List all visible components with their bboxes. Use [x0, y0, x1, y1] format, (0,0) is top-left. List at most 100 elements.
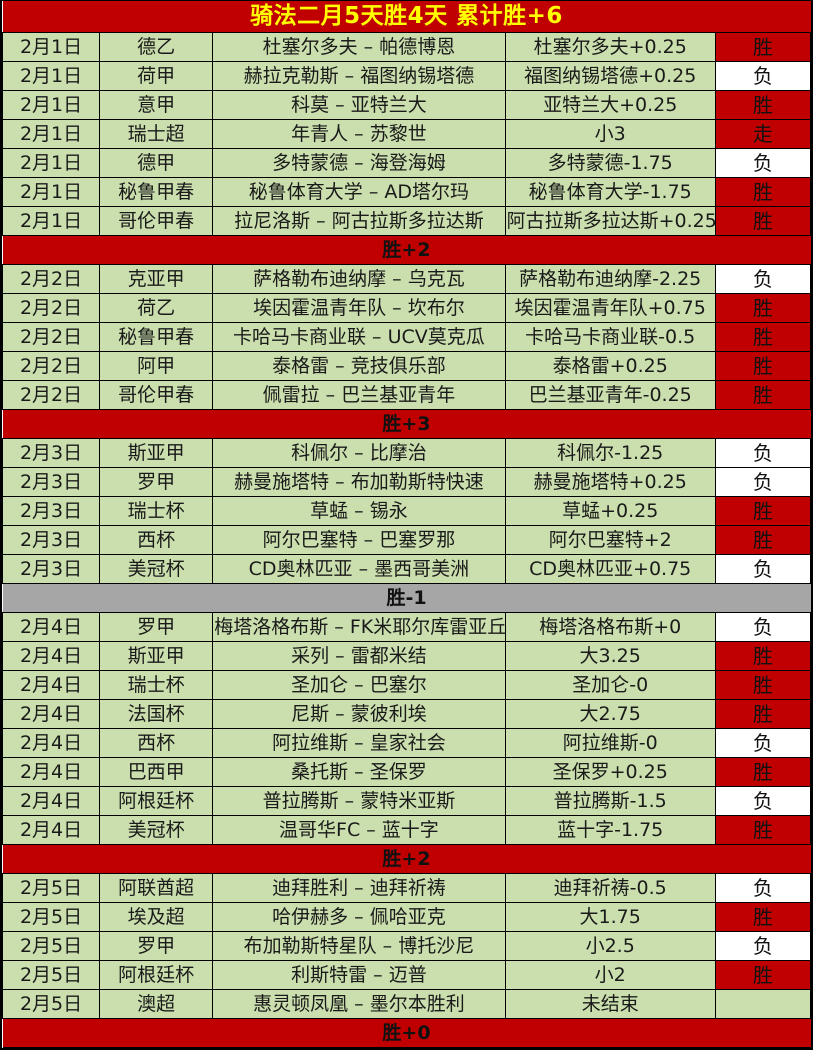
- cell-date: 2月1日: [1, 148, 101, 178]
- cell-date: 2月2日: [1, 264, 101, 294]
- table-row: 2月3日 罗甲 赫曼施塔特 – 布加勒斯特快速 赫曼施塔特+0.25 负: [1, 467, 812, 497]
- cell-match: 多特蒙德 – 海登海姆: [212, 148, 506, 178]
- cell-match: 利斯特雷 – 迈普: [212, 960, 506, 990]
- cell-result: 胜: [714, 206, 812, 236]
- cell-match: 布加勒斯特星队 – 博托沙尼: [212, 931, 506, 961]
- cell-league: 阿甲: [99, 351, 214, 381]
- cell-result: [714, 989, 812, 1019]
- cell-date: 2月4日: [1, 757, 101, 787]
- cell-result: 胜: [714, 815, 812, 845]
- cell-match: 年青人 – 苏黎世: [212, 119, 506, 149]
- table-row: 2月5日 罗甲 布加勒斯特星队 – 博托沙尼 小2.5 负: [1, 931, 812, 961]
- cell-date: 2月4日: [1, 728, 101, 758]
- cell-pick: 小2.5: [504, 931, 716, 961]
- cell-result: 胜: [714, 496, 812, 526]
- cell-pick: 福图纳锡塔德+0.25: [504, 61, 716, 91]
- cell-result: 胜: [714, 902, 812, 932]
- cell-league: 罗甲: [99, 467, 214, 497]
- cell-league: 荷甲: [99, 61, 214, 91]
- cell-pick: 秘鲁体育大学-1.75: [504, 177, 716, 207]
- cell-pick: 卡哈马卡商业联-0.5: [504, 322, 716, 352]
- cell-pick: 大2.75: [504, 699, 716, 729]
- table-row: 2月2日 秘鲁甲春 卡哈马卡商业联 – UCV莫克瓜 卡哈马卡商业联-0.5 胜: [1, 322, 812, 352]
- table-row: 2月4日 斯亚甲 采列 – 雷都米结 大3.25 胜: [1, 641, 812, 671]
- cell-pick: 小3: [504, 119, 716, 149]
- cell-pick: 杜塞尔多夫+0.25: [504, 32, 716, 62]
- cell-match: 拉尼洛斯 – 阿古拉斯多拉达斯: [212, 206, 506, 236]
- table-row: 2月4日 瑞士杯 圣加仑 – 巴塞尔 圣加仑-0 胜: [1, 670, 812, 700]
- cell-date: 2月5日: [1, 931, 101, 961]
- cell-match: 惠灵顿凤凰 – 墨尔本胜利: [212, 989, 506, 1019]
- cell-date: 2月4日: [1, 670, 101, 700]
- cell-pick: 埃因霍温青年队+0.75: [504, 293, 716, 323]
- cell-match: 萨格勒布迪纳摩 – 乌克瓦: [212, 264, 506, 294]
- cell-league: 克亚甲: [99, 264, 214, 294]
- cell-league: 瑞士杯: [99, 670, 214, 700]
- day-summary-label: 胜+2: [2, 844, 811, 874]
- cell-date: 2月4日: [1, 786, 101, 816]
- table-row: 2月4日 罗甲 梅塔洛格布斯 – FK米耶尔库雷亚丘克 梅塔洛格布斯+0 负: [1, 612, 812, 642]
- cell-result: 负: [714, 612, 812, 642]
- cell-result: 负: [714, 931, 812, 961]
- cell-pick: 大1.75: [504, 902, 716, 932]
- cell-result: 胜: [714, 960, 812, 990]
- cell-pick: 阿古拉斯多拉达斯+0.25: [504, 206, 716, 236]
- table-row: 2月2日 荷乙 埃因霍温青年队 – 坎布尔 埃因霍温青年队+0.75 胜: [1, 293, 812, 323]
- cell-match: 草蜢 – 锡永: [212, 496, 506, 526]
- cell-date: 2月5日: [1, 902, 101, 932]
- cell-date: 2月3日: [1, 438, 101, 468]
- cell-match: 圣加仑 – 巴塞尔: [212, 670, 506, 700]
- cell-pick: 未结束: [504, 989, 716, 1019]
- cell-match: 桑托斯 – 圣保罗: [212, 757, 506, 787]
- cell-date: 2月5日: [1, 873, 101, 903]
- cell-date: 2月4日: [1, 612, 101, 642]
- cell-pick: 大3.25: [504, 641, 716, 671]
- cell-league: 罗甲: [99, 612, 214, 642]
- table-row: 2月3日 美冠杯 CD奥林匹亚 – 墨西哥美洲 CD奥林匹亚+0.75 负: [1, 554, 812, 584]
- cell-match: 科佩尔 – 比摩治: [212, 438, 506, 468]
- cell-match: 梅塔洛格布斯 – FK米耶尔库雷亚丘克: [212, 612, 506, 642]
- table-row: 2月1日 瑞士超 年青人 – 苏黎世 小3 走: [1, 119, 812, 149]
- cell-league: 法国杯: [99, 699, 214, 729]
- cell-result: 负: [714, 786, 812, 816]
- cell-league: 斯亚甲: [99, 641, 214, 671]
- cell-pick: 巴兰基亚青年-0.25: [504, 380, 716, 410]
- cell-league: 巴西甲: [99, 757, 214, 787]
- cell-league: 埃及超: [99, 902, 214, 932]
- cell-result: 负: [714, 554, 812, 584]
- day-summary-row: 胜+2: [2, 235, 811, 265]
- cell-result: 胜: [714, 322, 812, 352]
- cell-date: 2月5日: [1, 960, 101, 990]
- cell-result: 负: [714, 438, 812, 468]
- cell-match: 埃因霍温青年队 – 坎布尔: [212, 293, 506, 323]
- cell-pick: 亚特兰大+0.25: [504, 90, 716, 120]
- cell-pick: 圣加仑-0: [504, 670, 716, 700]
- cell-pick: 科佩尔-1.25: [504, 438, 716, 468]
- cell-pick: 梅塔洛格布斯+0: [504, 612, 716, 642]
- cell-result: 胜: [714, 641, 812, 671]
- cell-result: 胜: [714, 293, 812, 323]
- cell-match: 杜塞尔多夫 – 帕德博恩: [212, 32, 506, 62]
- day-summary-label: 胜+3: [2, 409, 811, 439]
- cell-date: 2月1日: [1, 177, 101, 207]
- table-row: 2月1日 荷甲 赫拉克勒斯 – 福图纳锡塔德 福图纳锡塔德+0.25 负: [1, 61, 812, 91]
- table-row: 2月4日 阿根廷杯 普拉腾斯 – 蒙特米亚斯 普拉腾斯-1.5 负: [1, 786, 812, 816]
- cell-league: 意甲: [99, 90, 214, 120]
- sheet-title-row: 骑法二月5天胜4天 累计胜+6: [2, 1, 811, 33]
- cell-date: 2月4日: [1, 815, 101, 845]
- cell-match: 卡哈马卡商业联 – UCV莫克瓜: [212, 322, 506, 352]
- table-row: 2月4日 法国杯 尼斯 – 蒙彼利埃 大2.75 胜: [1, 699, 812, 729]
- cell-match: 赫拉克勒斯 – 福图纳锡塔德: [212, 61, 506, 91]
- day-summary-row: 胜+3: [2, 409, 811, 439]
- cell-match: 温哥华FC – 蓝十字: [212, 815, 506, 845]
- cell-result: 负: [714, 61, 812, 91]
- cell-league: 德乙: [99, 32, 214, 62]
- table-row: 2月3日 瑞士杯 草蜢 – 锡永 草蜢+0.25 胜: [1, 496, 812, 526]
- table-row: 2月5日 阿联酋超 迪拜胜利 – 迪拜祈祷 迪拜祈祷-0.5 负: [1, 873, 812, 903]
- cell-date: 2月1日: [1, 206, 101, 236]
- cell-date: 2月3日: [1, 525, 101, 555]
- page-title: 骑法二月5天胜4天 累计胜+6: [2, 1, 811, 33]
- cell-result: 胜: [714, 177, 812, 207]
- cell-match: 采列 – 雷都米结: [212, 641, 506, 671]
